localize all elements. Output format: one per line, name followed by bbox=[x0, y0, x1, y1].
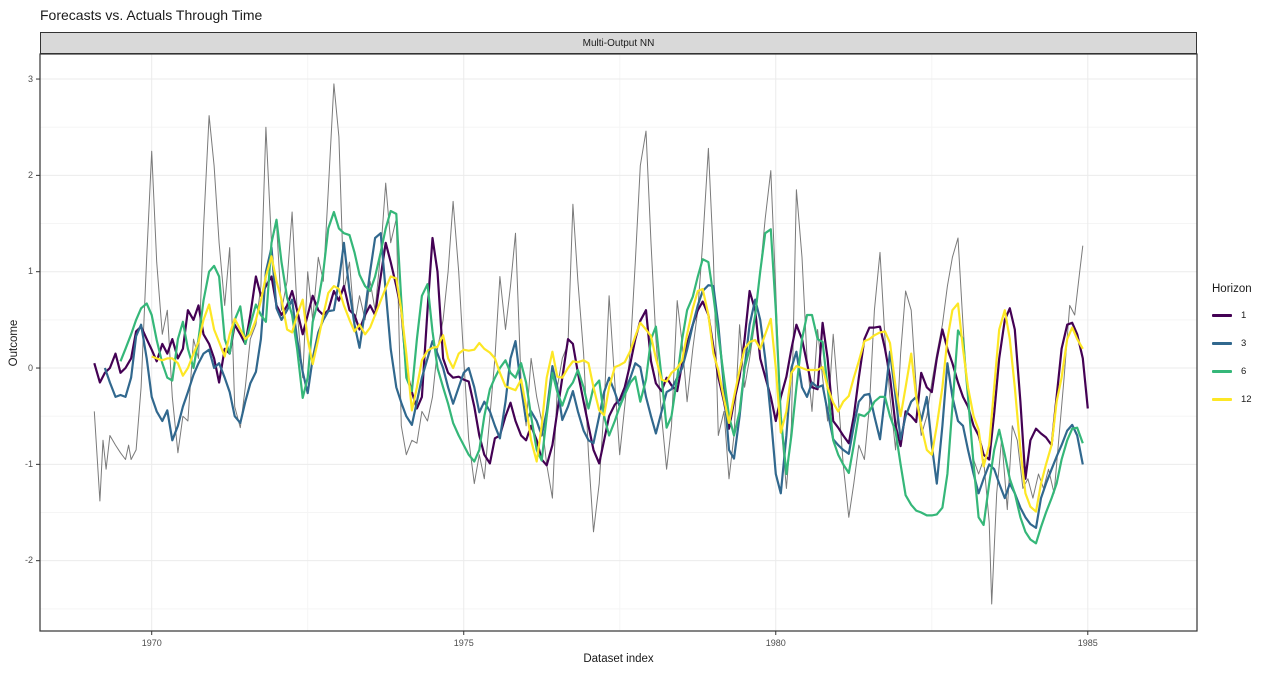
y-tick-label: 3 bbox=[27, 73, 33, 84]
x-axis-title: Dataset index bbox=[583, 653, 654, 665]
legend-label: 3 bbox=[1241, 337, 1247, 349]
legend: Horizon 1 3 6 12 bbox=[1212, 283, 1252, 413]
series-line-actual bbox=[93, 83, 1084, 605]
legend-label: 12 bbox=[1241, 393, 1252, 405]
facet-strip-label: Multi-Output NN bbox=[582, 37, 655, 49]
legend-key-line-icon bbox=[1212, 369, 1232, 373]
series-line-6 bbox=[119, 209, 1084, 545]
legend-key-line-icon bbox=[1212, 397, 1232, 401]
panel-border bbox=[39, 53, 1198, 632]
legend-item-3: 3 bbox=[1212, 329, 1252, 357]
y-tick-label: 1 bbox=[27, 266, 33, 277]
series-line-1 bbox=[93, 236, 1089, 480]
y-tick-label: 2 bbox=[27, 169, 33, 180]
x-tick-label: 1970 bbox=[141, 638, 162, 648]
legend-label: 6 bbox=[1241, 365, 1247, 377]
y-axis-title: Outcome bbox=[8, 319, 20, 367]
x-tick-label: 1980 bbox=[765, 638, 786, 648]
y-tick-label: 0 bbox=[27, 362, 33, 373]
plot-title: Forecasts vs. Actuals Through Time bbox=[40, 7, 263, 23]
legend-item-1: 1 bbox=[1212, 301, 1252, 329]
legend-key-line-icon bbox=[1212, 341, 1232, 345]
legend-key-line-icon bbox=[1212, 313, 1232, 317]
legend-label: 1 bbox=[1241, 309, 1247, 321]
legend-items: 1 3 6 12 bbox=[1212, 301, 1252, 413]
y-tick-label: -2 bbox=[24, 555, 33, 566]
panel-background bbox=[40, 54, 1197, 631]
y-tick-label: -1 bbox=[24, 458, 33, 469]
legend-title: Horizon bbox=[1212, 283, 1252, 295]
x-tick-label: 1985 bbox=[1077, 638, 1098, 648]
legend-item-12: 12 bbox=[1212, 385, 1252, 413]
x-tick-label: 1975 bbox=[453, 638, 474, 648]
series-line-12 bbox=[151, 255, 1084, 513]
legend-item-6: 6 bbox=[1212, 357, 1252, 385]
